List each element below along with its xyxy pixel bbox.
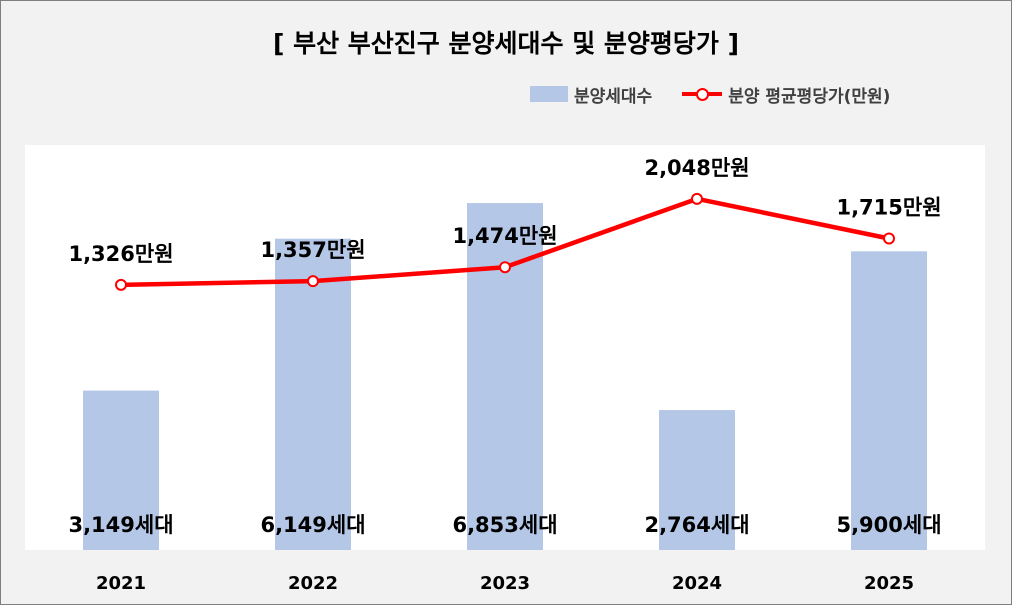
legend-line-swatch [682,86,723,102]
chart-legend: 분양세대수 분양 평균평당가(만원) [530,82,891,107]
line-point-2021 [115,278,127,291]
x-tick-2022: 2022 [288,573,338,594]
line-label-2021: 1,326만원 [68,242,173,266]
legend-bar-swatch [530,86,568,102]
line-point-2025 [883,232,895,245]
bar-label-2025: 5,900세대 [836,513,941,537]
bar-label-2021: 3,149세대 [68,513,173,537]
line-point-2024 [691,192,703,205]
bar-2023 [467,203,543,550]
bar-label-2023: 6,853세대 [452,513,557,537]
x-tick-2024: 2024 [672,573,722,594]
bar-label-2024: 2,764세대 [644,513,749,537]
bar-2024 [659,410,735,550]
legend-bar-label: 분양세대수 [574,86,653,107]
line-label-2023: 1,474만원 [452,224,557,248]
line-label-2025: 1,715만원 [836,196,941,220]
x-tick-2021: 2021 [96,573,146,594]
x-tick-2025: 2025 [864,573,914,594]
bar-label-2022: 6,149세대 [260,513,365,537]
chart-title: [ 부산 부산진구 분양세대수 및 분양평당가 ] [272,29,740,58]
line-label-2024: 2,048만원 [644,156,749,180]
bar-2025 [851,251,927,550]
line-label-2022: 1,357만원 [260,238,365,262]
line-point-2023 [499,261,511,274]
line-point-2022 [307,275,319,288]
legend-line-label: 분양 평균평당가(만원) [728,86,891,107]
bar-2021 [83,390,159,550]
bar-2022 [275,238,351,550]
x-tick-2023: 2023 [480,573,530,594]
